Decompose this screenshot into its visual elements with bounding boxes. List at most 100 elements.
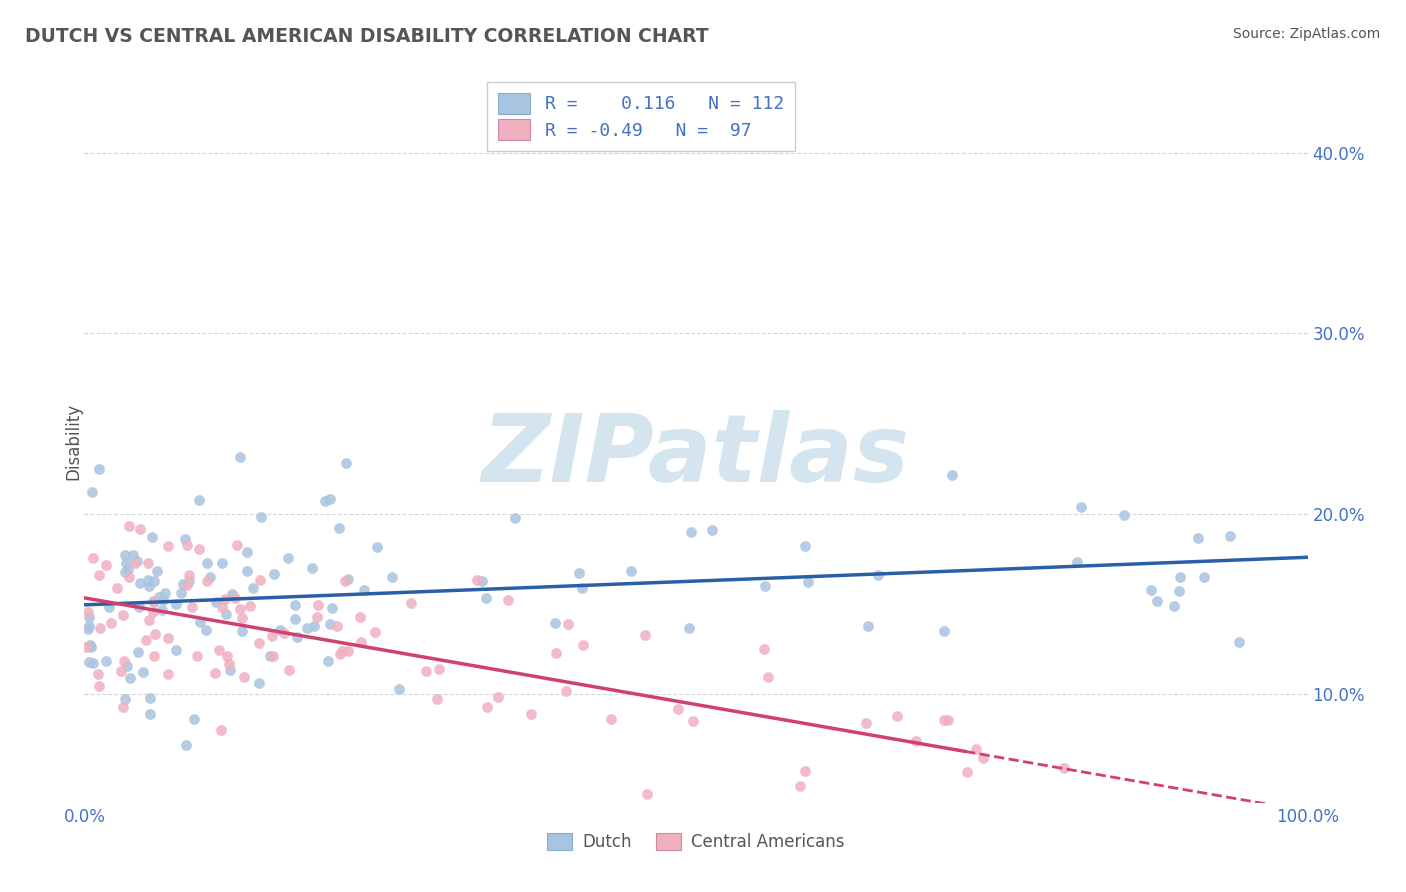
Point: [329, 647, 352, 661]
Point: [156, 667, 179, 681]
Point: [905, 734, 928, 748]
Point: [176, 537, 198, 551]
Text: ZIPatlas: ZIPatlas: [482, 410, 910, 502]
Point: [554, 684, 576, 698]
Point: [1192, 570, 1215, 584]
Point: [128, 575, 150, 590]
Point: [932, 624, 955, 638]
Point: [319, 491, 342, 506]
Point: [124, 557, 146, 571]
Point: [366, 540, 388, 554]
Point: [364, 624, 387, 639]
Point: [972, 750, 994, 764]
Point: [100, 615, 122, 630]
Point: [139, 707, 162, 722]
Point: [1219, 529, 1241, 543]
Y-axis label: Disability: Disability: [65, 403, 82, 480]
Point: [353, 582, 375, 597]
Point: [89, 679, 111, 693]
Point: [956, 765, 979, 780]
Point: [284, 612, 307, 626]
Point: [236, 545, 259, 559]
Point: [145, 564, 167, 578]
Point: [302, 619, 325, 633]
Point: [138, 614, 160, 628]
Point: [620, 564, 643, 578]
Point: [174, 532, 197, 546]
Point: [319, 617, 342, 632]
Point: [80, 485, 103, 500]
Point: [278, 663, 301, 677]
Point: [219, 663, 242, 677]
Point: [110, 664, 132, 678]
Point: [221, 587, 243, 601]
Point: [131, 665, 153, 680]
Point: [284, 598, 307, 612]
Point: [229, 450, 252, 464]
Point: [129, 522, 152, 536]
Point: [259, 649, 281, 664]
Point: [229, 602, 252, 616]
Point: [79, 638, 101, 652]
Point: [965, 741, 987, 756]
Point: [328, 521, 350, 535]
Point: [273, 626, 295, 640]
Point: [1146, 594, 1168, 608]
Point: [546, 646, 568, 660]
Point: [143, 648, 166, 663]
Point: [170, 586, 193, 600]
Point: [426, 692, 449, 706]
Point: [399, 596, 422, 610]
Point: [215, 607, 238, 622]
Point: [634, 628, 657, 642]
Point: [496, 593, 519, 607]
Point: [96, 558, 118, 572]
Point: [678, 621, 700, 635]
Point: [141, 530, 163, 544]
Point: [1070, 500, 1092, 514]
Point: [142, 605, 165, 619]
Point: [77, 605, 100, 619]
Point: [262, 648, 284, 663]
Point: [79, 655, 101, 669]
Point: [115, 659, 138, 673]
Point: [156, 631, 179, 645]
Point: [195, 556, 218, 570]
Point: [754, 579, 776, 593]
Point: [218, 657, 240, 671]
Point: [188, 615, 211, 629]
Point: [195, 623, 218, 637]
Point: [114, 565, 136, 579]
Point: [188, 541, 211, 556]
Point: [97, 599, 120, 614]
Point: [105, 581, 128, 595]
Point: [388, 681, 411, 696]
Point: [886, 709, 908, 723]
Point: [381, 570, 404, 584]
Point: [136, 556, 159, 570]
Point: [177, 568, 200, 582]
Point: [568, 566, 591, 581]
Point: [571, 581, 593, 595]
Point: [557, 616, 579, 631]
Point: [752, 642, 775, 657]
Point: [89, 567, 111, 582]
Text: Source: ZipAtlas.com: Source: ZipAtlas.com: [1233, 27, 1381, 41]
Point: [636, 787, 658, 801]
Point: [794, 539, 817, 553]
Point: [936, 713, 959, 727]
Point: [301, 561, 323, 575]
Point: [318, 654, 340, 668]
Point: [336, 643, 359, 657]
Point: [188, 493, 211, 508]
Point: [172, 577, 194, 591]
Point: [204, 666, 226, 681]
Point: [142, 574, 165, 588]
Point: [211, 556, 233, 570]
Point: [307, 598, 329, 612]
Point: [242, 581, 264, 595]
Point: [152, 593, 174, 607]
Point: [934, 713, 956, 727]
Point: [321, 600, 343, 615]
Point: [572, 639, 595, 653]
